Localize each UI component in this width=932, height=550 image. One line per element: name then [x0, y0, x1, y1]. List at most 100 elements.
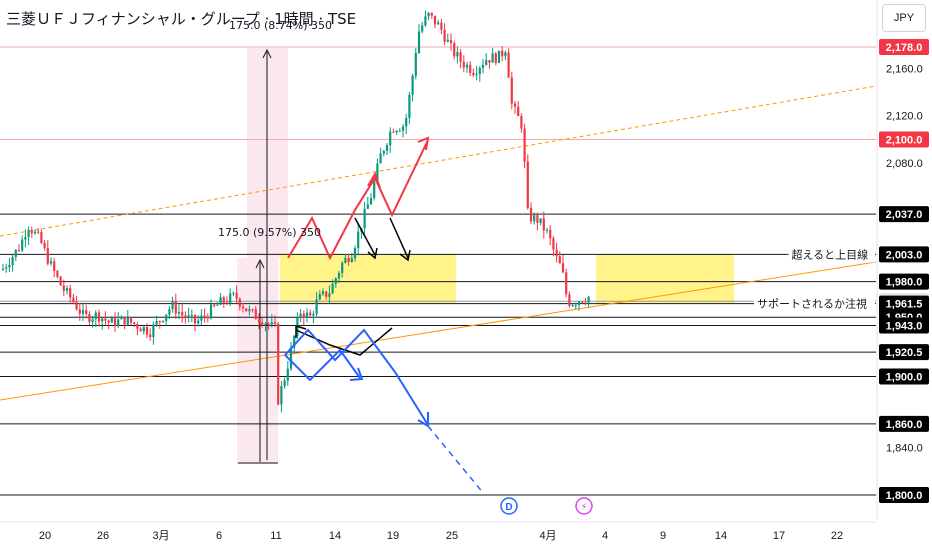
- candle-body-33: [107, 320, 110, 323]
- candle-body-167: [536, 215, 539, 223]
- candle-body-91: [293, 336, 296, 348]
- candle-body-147: [472, 72, 475, 76]
- black-arrowhead-3: [295, 324, 307, 338]
- candle-body-69: [222, 297, 225, 303]
- candle-body-16: [53, 261, 56, 271]
- candle-body-156: [501, 50, 504, 57]
- candle-body-180: [577, 301, 581, 305]
- candle-body-63: [203, 315, 206, 317]
- candle-body-146: [469, 64, 472, 73]
- candle-body-0: [1, 268, 5, 270]
- candle-body-29: [94, 312, 97, 320]
- candle-body-133: [427, 12, 430, 17]
- time-tick-10: 9: [660, 530, 666, 542]
- candle-body-41: [133, 322, 136, 325]
- price-tag-label-0: 2,178.0: [886, 42, 923, 54]
- price-tag-label-11: 1,860.0: [886, 419, 923, 431]
- price-tag-11: [879, 415, 929, 432]
- price-tag-label-8: 1,943.0: [886, 321, 923, 333]
- candle-body-56: [181, 312, 184, 316]
- candle-body-81: [261, 322, 264, 326]
- candle-body-105: [337, 272, 341, 279]
- candle-body-57: [184, 315, 187, 318]
- candle-body-46: [149, 334, 152, 338]
- candle-body-17: [56, 270, 59, 277]
- candle-body-15: [49, 261, 53, 264]
- candle-body-106: [341, 262, 344, 273]
- candle-body-32: [104, 318, 107, 321]
- candle-body-173: [555, 249, 558, 257]
- price-tag-label-12: 1,800.0: [886, 490, 923, 502]
- candle-body-101: [325, 291, 328, 297]
- candle-body-13: [43, 242, 46, 248]
- candle-body-52: [168, 309, 171, 315]
- candle-body-27: [88, 313, 91, 322]
- time-tick-13: 22: [831, 530, 843, 542]
- candle-body-5: [17, 249, 21, 251]
- bull-arrowhead-red-2: [367, 171, 381, 189]
- candle-body-53: [171, 301, 174, 310]
- candle-body-114: [366, 204, 369, 209]
- candle-body-134: [430, 12, 433, 16]
- bear-path-blue: [284, 328, 429, 426]
- candle-body-54: [174, 301, 177, 314]
- candle-body-174: [558, 256, 561, 264]
- candle-body-44: [142, 327, 145, 332]
- bull-arrowhead-red: [417, 136, 430, 151]
- time-tick-2: 3月: [152, 530, 169, 542]
- candle-body-28: [91, 319, 94, 322]
- candle-body-102: [328, 293, 331, 297]
- measure-arrowhead-upper: [262, 48, 272, 59]
- candle-body-148: [475, 74, 478, 76]
- candle-body-160: [513, 103, 517, 107]
- candle-body-176: [565, 272, 568, 295]
- price-tag-9: [879, 344, 929, 361]
- candle-body-75: [241, 306, 245, 309]
- candle-body-4: [14, 249, 17, 257]
- candle-body-82: [264, 323, 267, 326]
- candle-body-93: [299, 313, 302, 318]
- time-tick-6: 19: [387, 530, 399, 542]
- bear-arrowhead-2: [349, 367, 364, 381]
- candle-body-14: [46, 247, 49, 264]
- candle-body-138: [443, 29, 446, 42]
- time-tick-9: 4: [602, 530, 608, 542]
- price-tag-2: [879, 206, 929, 223]
- candle-body-47: [152, 324, 155, 338]
- price-tick-1: 2,120.0: [886, 111, 923, 123]
- candle-body-61: [197, 320, 200, 324]
- candle-body-90: [289, 347, 293, 369]
- currency-button[interactable]: JPY: [882, 4, 926, 32]
- price-tag-label-10: 1,900.0: [886, 371, 923, 383]
- event-marker-dividend-label: D: [505, 502, 512, 513]
- candle-body-87: [280, 386, 283, 405]
- candle-body-25: [81, 310, 85, 314]
- candle-body-6: [21, 239, 24, 251]
- black-arrowhead-2: [399, 249, 411, 262]
- price-tag-10: [879, 368, 929, 385]
- candle-body-18: [59, 276, 62, 286]
- zone-box-left: [280, 254, 456, 304]
- candle-body-178: [571, 305, 574, 307]
- candle-body-31: [101, 318, 104, 322]
- candle-body-83: [267, 323, 270, 325]
- candle-body-177: [568, 294, 571, 306]
- candle-body-62: [200, 315, 203, 321]
- candle-body-130: [417, 31, 421, 54]
- price-tag-label-4: 1,980.0: [886, 277, 923, 289]
- candle-body-71: [229, 293, 232, 303]
- candle-body-22: [72, 297, 75, 303]
- price-tag-label-1: 2,100.0: [886, 134, 923, 146]
- candle-body-7: [24, 237, 27, 240]
- candle-body-24: [78, 309, 81, 314]
- candle-body-153: [491, 53, 494, 63]
- candle-body-64: [206, 316, 209, 319]
- price-tag-label-2: 2,037.0: [886, 209, 923, 221]
- candle-body-39: [126, 317, 129, 325]
- candle-body-118: [379, 153, 382, 164]
- candle-body-131: [421, 25, 424, 32]
- candle-body-88: [283, 380, 286, 387]
- candle-body-103: [331, 283, 334, 294]
- price-tag-3: [879, 246, 929, 263]
